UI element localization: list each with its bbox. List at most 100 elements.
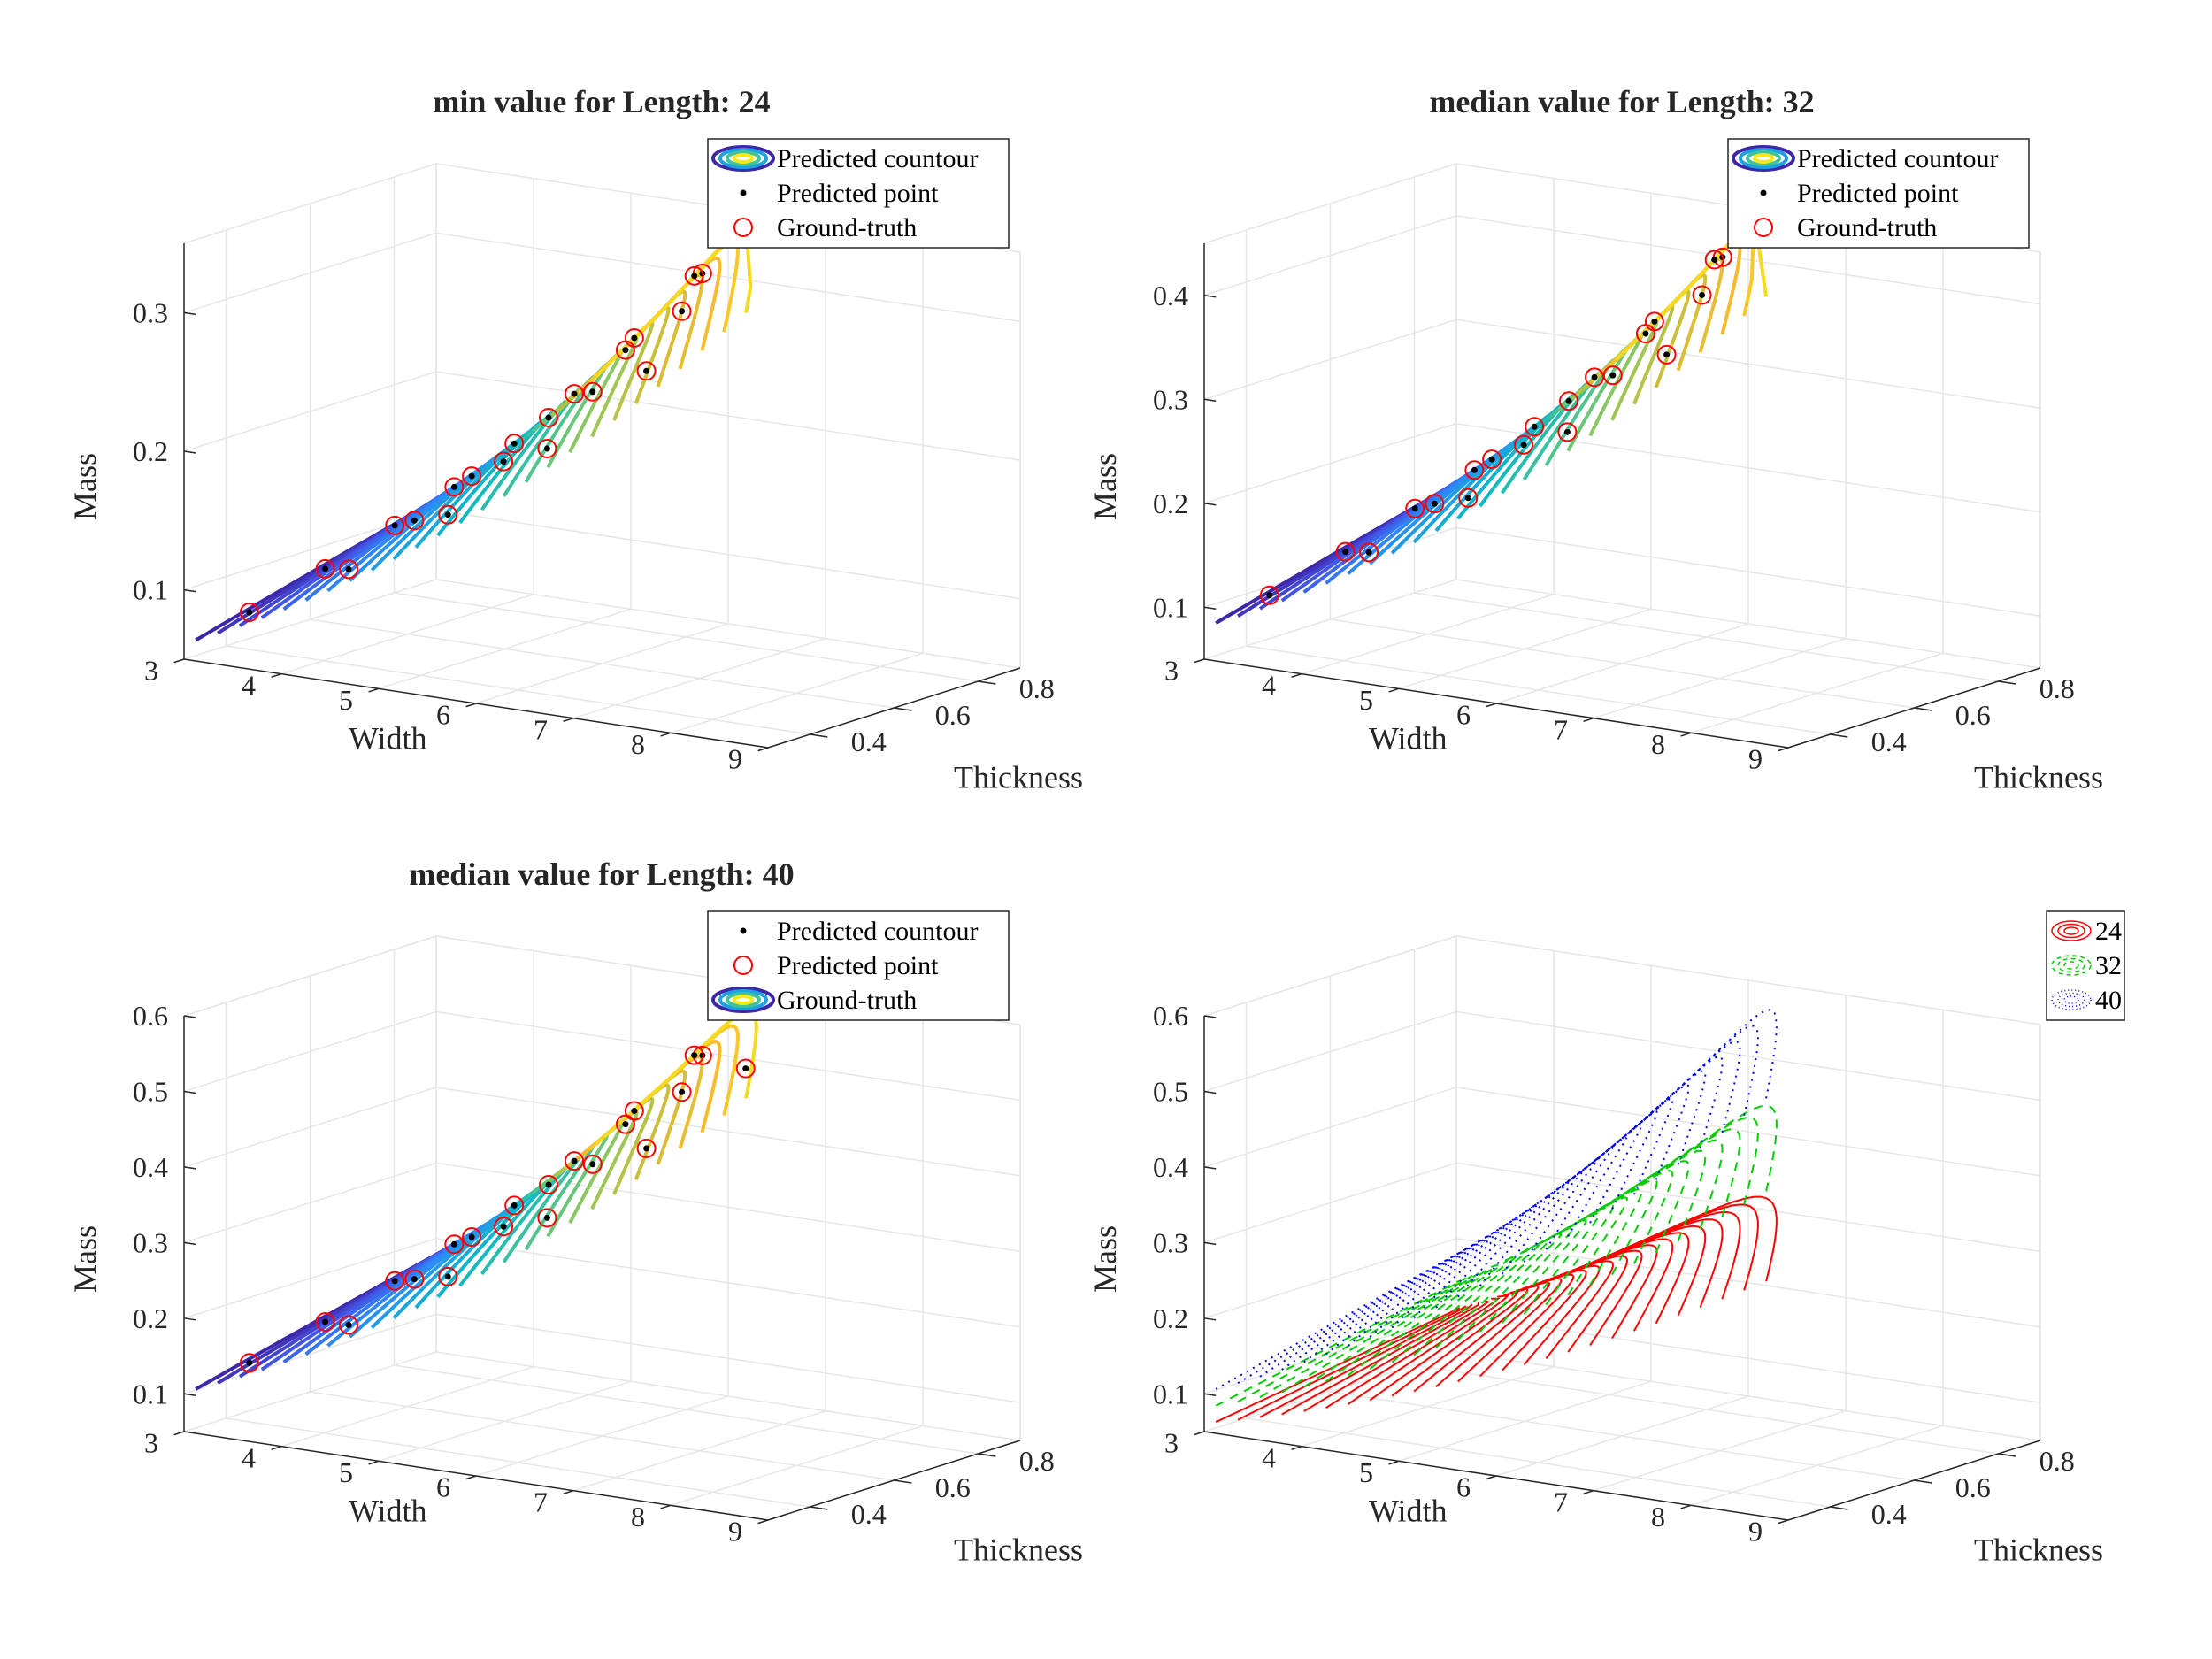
z-axis-label: Mass	[1087, 453, 1123, 520]
y-tick-label: 0.6	[935, 1471, 971, 1503]
contour-line-series-40	[1578, 1097, 1674, 1195]
z-tick-label: 0.4	[1153, 1151, 1188, 1183]
ground-truth-marker	[1585, 367, 1605, 388]
z-tick-label: 0.5	[133, 1075, 168, 1107]
contour-line-series-32	[1571, 1179, 1658, 1276]
ground-truth-marker	[582, 381, 603, 402]
y-gridline	[394, 592, 979, 682]
ground-truth-marker	[1644, 311, 1664, 332]
contour-line-series-24	[1413, 1284, 1540, 1393]
contour-line-series-24	[1215, 1307, 1461, 1424]
chart-panel-1: 3 4 5 6 7 8 9 0.4 0.6 0.8 0.1 0.2 0.3 Width Thickness M…	[67, 84, 1083, 795]
ground-truth-marker	[494, 451, 514, 472]
contour-lines	[195, 220, 753, 642]
ground-truth-marker	[684, 265, 704, 286]
contour-line-series-24	[1609, 1203, 1759, 1291]
legend-label: Ground-truth	[777, 986, 917, 1015]
box-edge	[183, 163, 437, 244]
box-edge	[183, 935, 437, 1017]
x-tick-label: 6	[1456, 699, 1471, 731]
contour-line-series-32	[1479, 1225, 1575, 1333]
predicted-point-marker	[450, 1240, 457, 1248]
x-tick	[757, 1519, 769, 1525]
predicted-point-marker	[1663, 351, 1671, 358]
contour-line-series-40	[1215, 1251, 1461, 1390]
y-axis-label: Thickness	[1974, 1532, 2103, 1568]
predicted-point-marker	[545, 1181, 552, 1188]
ground-truth-marker	[735, 1058, 756, 1079]
chart-title: median value for Length: 32	[1429, 84, 1814, 119]
z-tick-label: 0.2	[133, 1302, 168, 1334]
x-tick-label: 8	[631, 1501, 645, 1532]
x-tick-label: 8	[1651, 1501, 1665, 1532]
predicted-point-marker	[543, 445, 550, 452]
ground-truth-marker	[1458, 488, 1479, 508]
predicted-point-marker	[500, 1223, 507, 1230]
y-gridline	[394, 1364, 979, 1455]
box-edge	[1455, 935, 2041, 1025]
x-tick	[465, 1475, 477, 1480]
x-tick-label: 7	[1554, 713, 1568, 745]
x-tick	[1583, 1489, 1594, 1494]
predicted-point-marker	[322, 1318, 329, 1325]
x-tick	[1291, 1445, 1302, 1450]
contour-line-series-24	[1237, 1305, 1467, 1421]
x-tick	[563, 717, 574, 722]
ground-truth-marker	[1692, 285, 1712, 305]
contour-line-series-40	[1303, 1234, 1489, 1363]
predicted-point-marker	[631, 1108, 638, 1115]
ground-truth-marker	[1704, 250, 1724, 270]
contour-line-series-32	[1616, 1104, 1778, 1200]
legend-series-icon	[2063, 926, 2079, 935]
x-tick-label: 9	[728, 1516, 742, 1548]
y-gridline	[1330, 618, 1915, 709]
ground-truth-marker	[385, 515, 405, 535]
data-points	[239, 984, 764, 1373]
predicted-point-marker	[1431, 500, 1438, 507]
chart-panel-3: 3 4 5 6 7 8 9 0.4 0.6 0.8 0.1 0.2 0.3 0.4 0.5 0.6 Width T…	[67, 856, 1083, 1568]
legend-series-icon	[2063, 995, 2079, 1004]
predicted-point-marker	[1365, 549, 1372, 556]
contour-line-series-24	[1572, 1244, 1658, 1340]
z-tick-label: 0.2	[1153, 488, 1188, 519]
x-tick	[1486, 703, 1497, 708]
z-tick-label: 0.4	[133, 1151, 168, 1183]
x-tick	[660, 1504, 672, 1509]
contour-line-series-32	[1237, 1277, 1467, 1403]
contour-line-series-40	[1597, 1056, 1724, 1160]
y-gridline	[310, 1391, 895, 1481]
z-tick-label: 0.3	[133, 296, 168, 328]
y-tick	[1998, 680, 2016, 685]
predicted-point-marker	[1565, 397, 1572, 404]
contour-line-series-32	[1303, 1268, 1489, 1388]
ground-truth-marker	[462, 1227, 482, 1248]
x-tick	[1486, 1475, 1497, 1480]
contour-line-series-32	[1609, 1117, 1759, 1205]
box-edge	[435, 579, 1021, 669]
contour-line-series-32	[1578, 1170, 1674, 1264]
predicted-point-marker	[1591, 373, 1598, 380]
predicted-point-marker	[246, 609, 253, 616]
x-tick-label: 5	[339, 684, 353, 716]
x-tick-label: 7	[1554, 1486, 1568, 1517]
predicted-point-marker	[345, 565, 352, 572]
y-tick	[810, 733, 828, 738]
x-axis-label: Width	[349, 1494, 427, 1529]
legend-contour-icon	[711, 987, 775, 1013]
y-tick	[894, 707, 912, 711]
predicted-point-marker	[1531, 423, 1538, 430]
contour-line-series-32	[1259, 1274, 1473, 1398]
legend-contour-icon	[726, 992, 761, 1008]
predicted-point-marker	[631, 334, 638, 342]
contour-lines	[1215, 1009, 1778, 1424]
ground-truth-marker	[1335, 541, 1356, 562]
chart-panel-4: 3 4 5 6 7 8 9 0.4 0.6 0.8 0.1 0.2 0.3 0.4 0.5 0.6 Width T…	[1087, 910, 2125, 1568]
ground-truth-marker	[636, 361, 657, 381]
contour-line-series-24	[1616, 1195, 1778, 1282]
predicted-point-marker	[468, 472, 475, 480]
contour-line-series-40	[1237, 1248, 1467, 1384]
legend-label: Predicted point	[777, 179, 939, 208]
contour-line-series-40	[1325, 1228, 1499, 1356]
legend-circle-icon	[733, 956, 753, 975]
ground-truth-marker	[1559, 391, 1579, 411]
